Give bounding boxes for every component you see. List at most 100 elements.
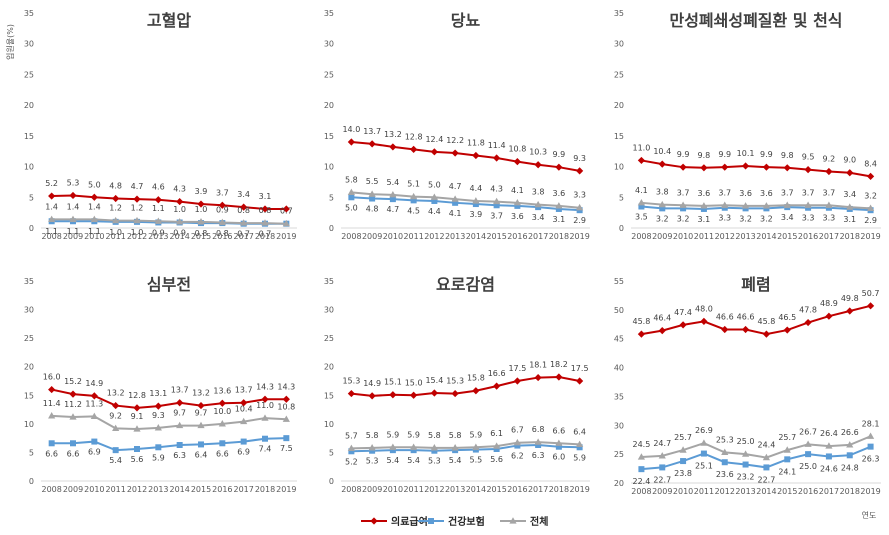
data-point xyxy=(679,201,687,208)
data-label: 15.3 xyxy=(342,377,360,386)
data-point xyxy=(154,196,162,204)
data-label: 0.7 xyxy=(280,207,293,216)
data-point xyxy=(389,143,397,151)
series-line xyxy=(641,205,871,212)
y-tick-label: 5 xyxy=(619,193,624,202)
x-tick-label: 2009 xyxy=(63,232,83,241)
data-label: 4.3 xyxy=(490,185,503,194)
data-label: 3.9 xyxy=(470,210,483,219)
data-point xyxy=(369,195,376,202)
data-point xyxy=(805,451,812,458)
data-point xyxy=(637,199,646,206)
data-label: 5.4 xyxy=(109,456,122,465)
data-point xyxy=(219,440,226,447)
data-label: 9.8 xyxy=(781,151,794,160)
data-label: 22.4 xyxy=(633,477,651,486)
data-label: 12.8 xyxy=(128,391,146,400)
y-tick-label: 25 xyxy=(324,70,334,79)
data-point xyxy=(784,456,791,463)
data-point xyxy=(637,453,646,460)
x-tick-label: 2012 xyxy=(127,232,147,241)
data-label: 46.6 xyxy=(737,312,755,321)
data-label: 24.4 xyxy=(758,441,776,450)
x-tick-label: 2016 xyxy=(212,232,232,241)
data-point xyxy=(472,197,480,204)
data-label: 10.0 xyxy=(213,407,231,416)
x-tick-label: 2015 xyxy=(191,232,211,241)
x-axis-label: 연도 xyxy=(862,511,877,520)
data-label: 9.7 xyxy=(173,409,186,418)
data-label: 26.9 xyxy=(695,426,713,435)
data-point xyxy=(576,444,583,451)
x-tick-label: 2014 xyxy=(756,487,776,496)
y-tick-label: 35 xyxy=(614,9,624,18)
x-tick-label: 2010 xyxy=(383,485,403,494)
data-point xyxy=(431,197,438,204)
data-label: 0.8 xyxy=(216,229,229,238)
data-label: 1.2 xyxy=(131,204,144,213)
data-label: 1.0 xyxy=(173,205,186,214)
panel-title: 요로감염 xyxy=(436,275,495,294)
data-point xyxy=(638,466,645,473)
x-tick-label: 2016 xyxy=(798,232,818,241)
data-label: 5.3 xyxy=(428,457,441,466)
y-tick-label: 10 xyxy=(324,163,334,172)
data-label: 14.9 xyxy=(363,379,381,388)
data-label: 2.9 xyxy=(864,216,877,225)
data-label: 1.1 xyxy=(67,227,80,236)
data-point xyxy=(430,444,438,451)
data-label: 4.7 xyxy=(131,182,144,191)
x-tick-label: 2017 xyxy=(233,232,253,241)
data-label: 5.8 xyxy=(366,431,379,440)
data-point xyxy=(514,442,521,449)
data-label: 26.4 xyxy=(820,429,838,438)
data-label: 6.9 xyxy=(237,448,250,457)
x-tick-label: 2019 xyxy=(276,485,296,494)
data-label: 3.4 xyxy=(843,190,856,199)
data-label: 11.0 xyxy=(633,143,651,152)
data-label: 13.2 xyxy=(107,389,125,398)
data-point xyxy=(154,217,162,224)
y-tick-label: 0 xyxy=(29,224,34,233)
y-tick-label: 20 xyxy=(24,101,34,110)
data-label: 18.2 xyxy=(550,360,568,369)
x-tick-label: 2011 xyxy=(105,485,125,494)
data-label: 9.2 xyxy=(109,411,122,420)
data-point xyxy=(658,327,666,335)
x-tick-label: 2009 xyxy=(652,232,672,241)
data-label: 5.9 xyxy=(387,430,400,439)
data-label: 17.5 xyxy=(571,364,589,373)
y-axis-label: 입원율(%) xyxy=(6,24,15,60)
data-point xyxy=(534,161,542,169)
data-point xyxy=(176,442,183,448)
data-point xyxy=(389,443,397,450)
data-point xyxy=(410,391,418,399)
series-medical_aid: 15.3 14.9 15.1 15.0 15.4 15.3 15.816.617.5 18.1… xyxy=(342,360,589,400)
y-tick-label: 15 xyxy=(324,391,334,400)
data-label: 3.4 xyxy=(532,213,545,222)
series-medical_aid: 5.2 5.3 5.0 4.8 4.7 4.6 4.3 3.9 3.7 3.4 3.1 xyxy=(45,178,290,213)
data-point xyxy=(513,158,521,166)
data-label: 9.9 xyxy=(760,150,773,159)
x-tick-label: 2011 xyxy=(403,232,423,241)
data-label: 11.4 xyxy=(488,141,506,150)
data-label: 4.7 xyxy=(387,205,400,214)
data-label: 3.7 xyxy=(677,188,690,197)
data-label: 6.3 xyxy=(532,451,545,460)
data-label: 5.0 xyxy=(345,203,358,212)
legend-item-total: 전체 xyxy=(500,515,548,528)
data-label: 24.7 xyxy=(653,439,671,448)
data-label: 9.9 xyxy=(718,150,731,159)
data-point xyxy=(389,391,397,399)
x-tick-label: 2018 xyxy=(549,485,569,494)
data-label: 9.1 xyxy=(131,412,144,421)
data-point xyxy=(555,202,563,209)
data-label: 25.1 xyxy=(695,462,713,471)
data-point xyxy=(261,414,269,421)
data-label: 47.4 xyxy=(674,308,692,317)
data-label: 5.6 xyxy=(131,455,144,464)
data-label: 3.3 xyxy=(718,214,731,223)
data-point xyxy=(825,167,833,176)
